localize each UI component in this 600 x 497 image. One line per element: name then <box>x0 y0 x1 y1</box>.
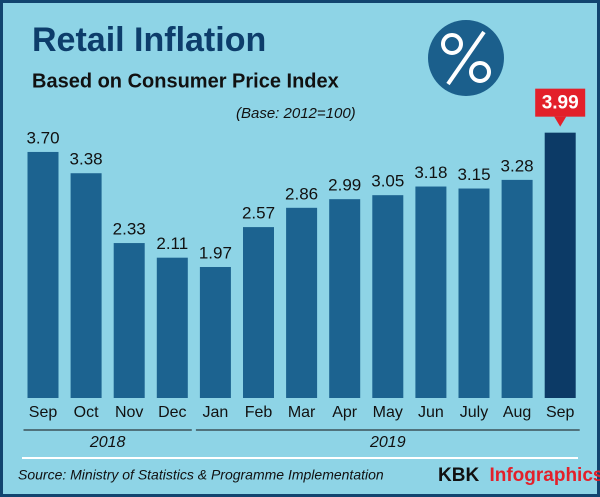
chart-subtitle: Based on Consumer Price Index <box>32 70 339 92</box>
x-tick-label: Sep <box>29 404 58 421</box>
value-label: 3.99 <box>542 93 579 114</box>
value-label: 2.99 <box>328 176 361 195</box>
chart-title: Retail Inflation <box>32 21 266 59</box>
value-label: 2.86 <box>285 184 318 203</box>
highlight-label-box <box>535 88 586 117</box>
x-tick-label: May <box>373 404 403 421</box>
value-label: 2.11 <box>156 234 188 253</box>
x-tick-label: Jan <box>203 404 229 421</box>
brand: KBK Infographics <box>438 465 600 486</box>
value-label: 3.18 <box>414 163 447 182</box>
bar <box>199 266 231 398</box>
x-tick-label: Sep <box>546 404 575 421</box>
highlight-pointer <box>554 116 567 127</box>
bar <box>329 199 361 398</box>
x-tick-label: Nov <box>115 404 143 421</box>
x-tick-label: Aug <box>503 404 531 421</box>
value-label: 2.57 <box>242 204 275 223</box>
group-label: 2019 <box>369 434 406 451</box>
value-label: 3.28 <box>501 156 534 175</box>
x-tick-label: Apr <box>332 404 358 421</box>
value-label: 3.15 <box>457 165 490 184</box>
brand-name: KBK <box>438 465 479 486</box>
group-label-bg <box>361 432 414 452</box>
bar <box>286 207 318 398</box>
bar <box>372 195 404 398</box>
bar <box>501 179 533 398</box>
base-note: (Base: 2012=100) <box>236 105 356 122</box>
source: Source: Ministry of Statistics & Program… <box>18 467 384 483</box>
group-label: 2018 <box>89 434 126 451</box>
value-label: 3.70 <box>26 128 59 147</box>
x-tick-label: Dec <box>158 404 186 421</box>
bar <box>70 173 102 398</box>
value-label: 3.38 <box>70 150 103 169</box>
brand-suffix: Infographics <box>489 465 600 486</box>
x-tick-label: July <box>460 404 488 421</box>
group-label-bg <box>81 432 134 452</box>
x-tick-label: Jun <box>418 404 444 421</box>
bar <box>415 186 447 398</box>
x-tick-label: Feb <box>245 404 273 421</box>
value-label: 3.05 <box>371 172 404 191</box>
bar <box>243 227 274 398</box>
percent-icon <box>428 20 504 96</box>
bar <box>544 132 576 399</box>
value-label: 2.33 <box>113 220 146 239</box>
bar <box>113 243 145 398</box>
bar <box>27 151 59 398</box>
x-tick-label: Oct <box>74 404 99 421</box>
bar <box>458 188 490 398</box>
bar <box>156 257 188 398</box>
value-label: 1.97 <box>199 243 232 262</box>
x-tick-label: Mar <box>288 404 316 421</box>
